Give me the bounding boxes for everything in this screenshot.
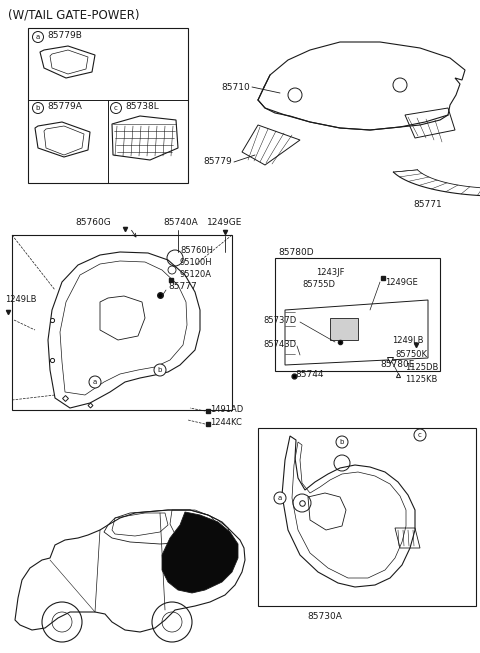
Polygon shape: [162, 512, 238, 593]
Text: 1125DB: 1125DB: [405, 363, 438, 372]
Text: 1491AD: 1491AD: [210, 405, 243, 414]
Text: 85730A: 85730A: [308, 612, 342, 621]
Bar: [275, 258, 440, 371]
Circle shape: [89, 376, 101, 388]
Text: a: a: [36, 34, 40, 40]
Text: 85760H: 85760H: [180, 246, 213, 255]
Text: b: b: [340, 439, 344, 445]
Circle shape: [154, 364, 166, 376]
Text: 85780D: 85780D: [278, 248, 313, 257]
Circle shape: [274, 492, 286, 504]
Text: 1125KB: 1125KB: [405, 375, 437, 384]
Text: a: a: [278, 495, 282, 501]
Text: 85780E: 85780E: [380, 360, 414, 369]
Bar: [28, 28, 188, 183]
Text: 85740A: 85740A: [163, 218, 198, 227]
Text: 1244KC: 1244KC: [210, 418, 242, 427]
Text: (W/TAIL GATE-POWER): (W/TAIL GATE-POWER): [8, 8, 140, 21]
Bar: [258, 428, 476, 606]
Text: 85771: 85771: [413, 200, 442, 209]
Text: 1249LB: 1249LB: [5, 295, 36, 304]
Text: 85777: 85777: [168, 282, 197, 291]
Circle shape: [336, 436, 348, 448]
Text: 1249GE: 1249GE: [385, 278, 418, 287]
Text: 85779A: 85779A: [47, 102, 82, 111]
Text: 85750K: 85750K: [395, 350, 427, 359]
Text: b: b: [36, 105, 40, 111]
Circle shape: [33, 31, 44, 42]
Text: b: b: [158, 367, 162, 373]
Text: 85710: 85710: [221, 82, 250, 91]
Bar: [330, 318, 358, 340]
Text: 85779: 85779: [203, 157, 232, 167]
Text: 85743D: 85743D: [263, 340, 296, 349]
Circle shape: [414, 429, 426, 441]
Text: 95100H: 95100H: [180, 258, 213, 267]
Text: 1243JF: 1243JF: [316, 268, 345, 277]
Text: 1249GE: 1249GE: [207, 218, 243, 227]
Text: a: a: [93, 379, 97, 385]
Circle shape: [110, 103, 121, 114]
Text: 85737D: 85737D: [263, 316, 296, 325]
Text: 85738L: 85738L: [125, 102, 159, 111]
Text: 95120A: 95120A: [180, 270, 212, 279]
Text: 85755D: 85755D: [302, 280, 335, 289]
Bar: [12, 235, 232, 410]
Text: c: c: [114, 105, 118, 111]
Text: 1249LB: 1249LB: [392, 336, 423, 345]
Text: 85779B: 85779B: [47, 31, 82, 40]
Text: 85744: 85744: [295, 370, 324, 379]
Text: c: c: [418, 432, 422, 438]
Circle shape: [33, 103, 44, 114]
Text: 85760G: 85760G: [75, 218, 111, 227]
